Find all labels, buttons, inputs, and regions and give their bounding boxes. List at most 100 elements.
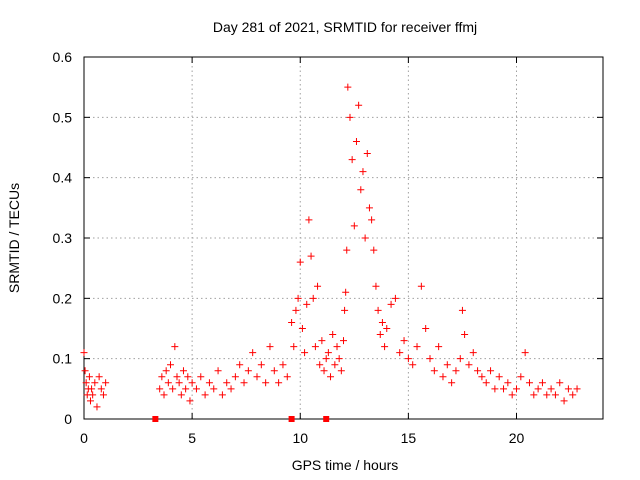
data-point: [504, 379, 512, 387]
data-point: [192, 385, 200, 393]
data-point: [316, 361, 324, 369]
data-point: [253, 373, 261, 381]
data-point: [513, 385, 520, 393]
y-tick-label: 0: [64, 411, 72, 427]
data-point: [381, 343, 389, 351]
data-point: [218, 391, 226, 399]
data-point: [495, 373, 503, 381]
data-point: [311, 343, 319, 351]
data-point: [569, 391, 577, 399]
data-point: [573, 385, 581, 393]
data-point: [404, 355, 412, 363]
x-tick-label: 10: [292, 430, 308, 446]
y-tick-label: 0.6: [53, 49, 73, 65]
data-point: [257, 361, 265, 369]
data-point: [359, 168, 367, 176]
data-point: [346, 113, 354, 121]
data-point: [340, 337, 347, 345]
data-point: [171, 343, 179, 351]
data-point: [158, 373, 166, 381]
data-point: [279, 361, 287, 369]
data-point: [409, 361, 417, 369]
data-point: [102, 379, 110, 387]
data-point: [547, 385, 555, 393]
data-point: [173, 373, 181, 381]
data-point: [357, 186, 365, 194]
data-point: [534, 385, 542, 393]
data-point: [296, 258, 304, 266]
data-point: [99, 391, 107, 399]
data-point: [236, 361, 244, 369]
data-point: [331, 361, 339, 369]
data-point: [288, 318, 296, 326]
data-point: [350, 222, 358, 230]
data-point: [164, 379, 172, 387]
axis-marker-point: [152, 416, 159, 422]
data-point: [307, 252, 315, 260]
data-point: [82, 379, 90, 387]
data-point: [378, 318, 386, 326]
data-point: [85, 373, 93, 381]
data-point: [374, 306, 382, 314]
data-point: [452, 367, 460, 375]
data-point: [275, 379, 283, 387]
y-tick-label: 0.2: [53, 290, 73, 306]
data-point: [458, 306, 466, 314]
y-tick-label: 0.1: [53, 351, 73, 367]
chart-title: Day 281 of 2021, SRMTID for receiver ffm…: [213, 19, 477, 35]
data-point: [517, 373, 525, 381]
data-point: [372, 282, 380, 290]
y-axis-label: SRMTID / TECUs: [6, 183, 22, 293]
data-point: [333, 343, 341, 351]
data-point: [270, 367, 278, 375]
x-tick-label: 0: [80, 430, 88, 446]
data-point: [530, 391, 538, 399]
data-point: [335, 355, 343, 363]
data-point: [322, 355, 330, 363]
data-point: [283, 373, 291, 381]
data-point: [352, 137, 360, 145]
data-point: [184, 373, 192, 381]
data-point: [294, 294, 302, 302]
data-point: [240, 379, 248, 387]
data-point: [491, 385, 499, 393]
data-point: [249, 349, 257, 357]
data-point: [305, 216, 313, 224]
x-tick-label: 20: [509, 430, 525, 446]
data-point: [448, 379, 456, 387]
data-point: [456, 355, 464, 363]
data-point: [361, 234, 369, 242]
data-point: [81, 367, 89, 375]
data-point: [543, 391, 551, 399]
data-points: [80, 83, 581, 422]
data-point: [564, 385, 572, 393]
data-point: [508, 391, 516, 399]
data-point: [197, 373, 205, 381]
data-point: [201, 391, 209, 399]
data-point: [320, 367, 328, 375]
data-point: [469, 349, 477, 357]
data-point: [343, 246, 351, 254]
data-point: [179, 367, 187, 375]
data-point: [292, 306, 300, 314]
axis-marker-point: [288, 416, 295, 422]
data-point: [391, 294, 399, 302]
data-point: [439, 373, 447, 381]
y-tick-label: 0.4: [53, 170, 73, 186]
data-point: [355, 101, 363, 109]
data-point: [231, 373, 239, 381]
data-point: [86, 397, 94, 405]
data-point: [214, 367, 222, 375]
data-point: [298, 325, 306, 332]
data-point: [383, 325, 391, 332]
data-point: [422, 325, 430, 332]
data-point: [290, 343, 298, 351]
data-point: [188, 379, 196, 387]
data-point: [363, 150, 371, 158]
data-point: [400, 337, 408, 345]
y-tick-label: 0.5: [53, 109, 73, 125]
data-point: [97, 385, 105, 393]
data-point: [365, 204, 373, 212]
data-point: [93, 403, 101, 411]
data-point: [156, 385, 164, 393]
